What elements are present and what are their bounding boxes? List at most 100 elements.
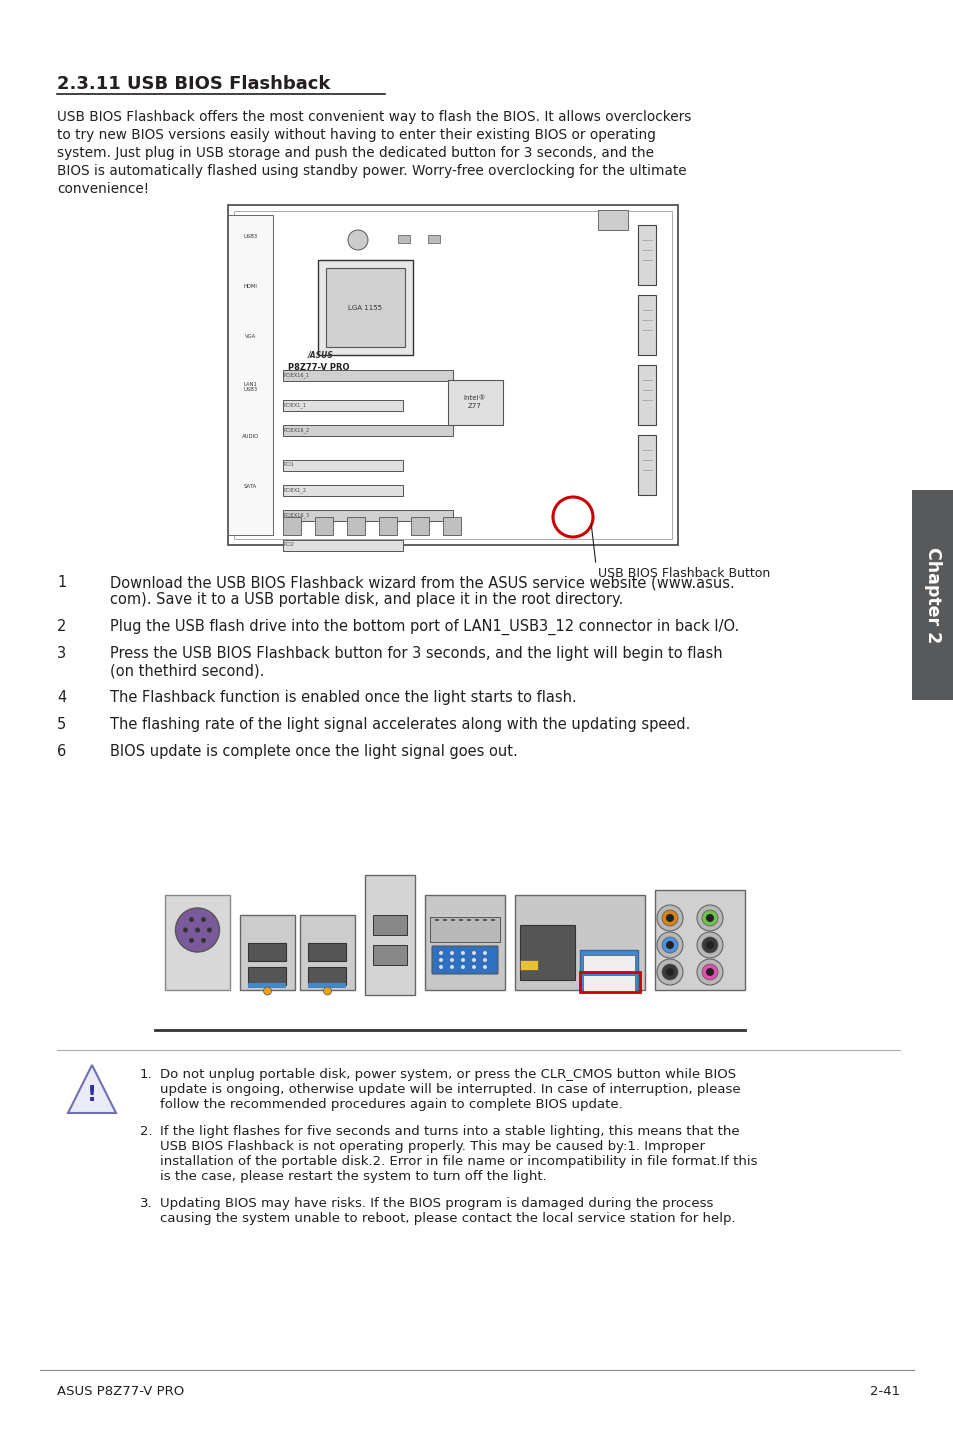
Circle shape: [697, 932, 722, 958]
Bar: [283, 400, 402, 411]
Circle shape: [263, 986, 272, 995]
Text: The Flashback function is enabled once the light starts to flash.: The Flashback function is enabled once t…: [110, 690, 577, 705]
Text: AUDIO: AUDIO: [242, 434, 258, 440]
Text: Updating BIOS may have risks. If the BIOS program is damaged during the process: Updating BIOS may have risks. If the BIO…: [160, 1196, 713, 1209]
Bar: [428, 234, 439, 243]
Circle shape: [665, 940, 673, 949]
Bar: [317, 260, 413, 355]
Text: VGA: VGA: [245, 335, 255, 339]
Circle shape: [460, 951, 464, 955]
Text: convenience!: convenience!: [57, 183, 149, 196]
Circle shape: [472, 951, 476, 955]
Circle shape: [189, 917, 193, 922]
Bar: [638, 365, 656, 426]
Text: PCI1: PCI1: [284, 463, 294, 467]
Bar: [655, 890, 744, 989]
Bar: [308, 984, 346, 988]
Bar: [308, 966, 346, 985]
Text: !: !: [87, 1084, 97, 1104]
Bar: [233, 211, 671, 539]
Bar: [347, 518, 365, 535]
Text: USB3: USB3: [243, 234, 257, 240]
Bar: [283, 541, 402, 551]
Bar: [519, 961, 537, 971]
Bar: [397, 234, 410, 243]
Bar: [519, 925, 575, 981]
Bar: [582, 975, 635, 992]
Circle shape: [323, 986, 331, 995]
Text: 3.: 3.: [140, 1196, 152, 1209]
Bar: [582, 955, 635, 972]
Text: 4: 4: [57, 690, 66, 705]
Circle shape: [201, 938, 206, 943]
Text: 6: 6: [57, 743, 66, 759]
Text: LGA 1155: LGA 1155: [348, 305, 382, 311]
Circle shape: [661, 938, 678, 953]
Text: /ASUS: /ASUS: [308, 351, 334, 360]
Text: PCIEX16_1: PCIEX16_1: [284, 372, 310, 378]
Text: 2.3.11 USB BIOS Flashback: 2.3.11 USB BIOS Flashback: [57, 75, 330, 93]
Bar: [248, 966, 286, 985]
Bar: [308, 943, 346, 961]
Text: update is ongoing, otherwise update will be interrupted. In case of interruption: update is ongoing, otherwise update will…: [160, 1083, 740, 1096]
Bar: [365, 874, 415, 995]
Circle shape: [661, 910, 678, 926]
Circle shape: [175, 907, 219, 952]
Circle shape: [207, 928, 212, 932]
Text: 1.: 1.: [140, 1068, 152, 1081]
Circle shape: [697, 959, 722, 985]
Circle shape: [472, 958, 476, 962]
Text: 2: 2: [57, 618, 67, 634]
Circle shape: [482, 965, 486, 969]
Circle shape: [657, 932, 682, 958]
Circle shape: [438, 951, 442, 955]
Circle shape: [460, 965, 464, 969]
Circle shape: [348, 230, 368, 250]
Text: USB BIOS Flashback offers the most convenient way to flash the BIOS. It allows o: USB BIOS Flashback offers the most conve…: [57, 109, 691, 124]
Circle shape: [482, 951, 486, 955]
Text: USB BIOS Flashback Button: USB BIOS Flashback Button: [598, 567, 769, 580]
Text: 5: 5: [57, 718, 66, 732]
Bar: [248, 943, 286, 961]
Text: follow the recommended procedures again to complete BIOS update.: follow the recommended procedures again …: [160, 1099, 622, 1112]
Bar: [165, 894, 230, 989]
Bar: [299, 915, 355, 989]
Text: ASUS P8Z77-V PRO: ASUS P8Z77-V PRO: [57, 1385, 184, 1398]
Circle shape: [701, 938, 718, 953]
Bar: [515, 894, 644, 989]
Text: PCIEX1_2: PCIEX1_2: [284, 487, 307, 493]
Bar: [326, 267, 405, 347]
Circle shape: [460, 958, 464, 962]
Bar: [451, 919, 455, 920]
Text: Do not unplug portable disk, power system, or press the CLR_CMOS button while BI: Do not unplug portable disk, power syste…: [160, 1068, 736, 1081]
Text: Press the USB BIOS Flashback button for 3 seconds, and the light will begin to f: Press the USB BIOS Flashback button for …: [110, 646, 721, 661]
Text: BIOS is automatically flashed using standby power. Worry-free overclocking for t: BIOS is automatically flashed using stan…: [57, 164, 686, 178]
Text: The flashing rate of the light signal accelerates along with the updating speed.: The flashing rate of the light signal ac…: [110, 718, 690, 732]
Circle shape: [657, 905, 682, 930]
Bar: [458, 919, 462, 920]
Bar: [638, 436, 656, 495]
Text: SATA: SATA: [244, 485, 257, 489]
Bar: [475, 919, 478, 920]
Bar: [579, 951, 638, 989]
Bar: [491, 919, 495, 920]
Bar: [314, 518, 333, 535]
Circle shape: [183, 928, 188, 932]
Text: PCIEX16_3: PCIEX16_3: [284, 512, 310, 518]
Circle shape: [705, 968, 713, 976]
Text: 2-41: 2-41: [869, 1385, 899, 1398]
Circle shape: [438, 958, 442, 962]
Bar: [283, 510, 453, 521]
Bar: [228, 206, 678, 545]
Bar: [448, 380, 502, 426]
Text: 1: 1: [57, 575, 66, 590]
Bar: [373, 945, 407, 965]
Text: BIOS update is complete once the light signal goes out.: BIOS update is complete once the light s…: [110, 743, 517, 759]
Text: 2.: 2.: [140, 1125, 152, 1137]
Bar: [411, 518, 429, 535]
Bar: [467, 919, 471, 920]
Circle shape: [705, 940, 713, 949]
Bar: [378, 518, 396, 535]
Bar: [248, 984, 286, 988]
Bar: [283, 460, 402, 472]
